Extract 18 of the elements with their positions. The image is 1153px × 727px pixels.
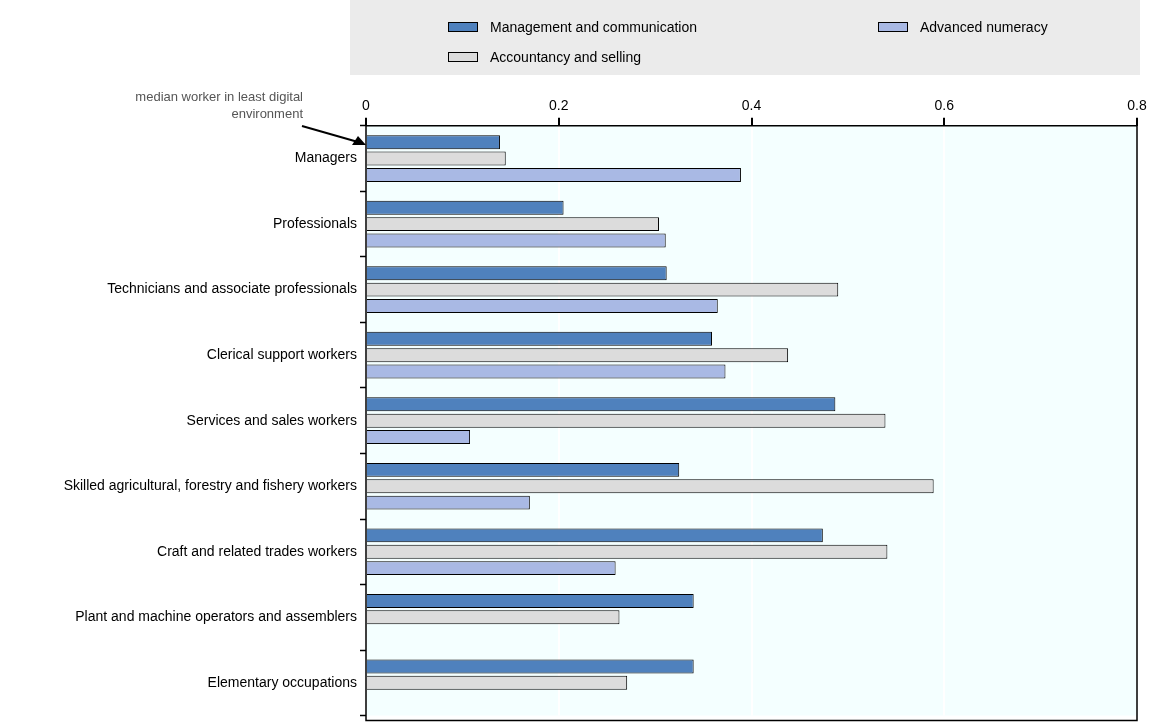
y-tick-label: Managers: [294, 149, 357, 166]
x-tick-label: 0.2: [549, 97, 569, 114]
legend-label: Advanced numeracy: [920, 19, 1048, 35]
legend-label: Management and communication: [490, 19, 698, 35]
x-tick-label: 0: [362, 97, 371, 114]
x-tick-label: 0.8: [1127, 97, 1147, 114]
y-tick-label: Craft and related trades workers: [157, 542, 357, 559]
y-tick-label: Technicians and associate professionals: [107, 280, 357, 297]
y-tick-label: Clerical support workers: [206, 346, 357, 363]
text: median worker in least digital environment: [134, 88, 303, 122]
x-tick-label: 0.6: [934, 97, 955, 114]
y-tick-label: Skilled agricultural, forestry and fishery workers: [63, 477, 357, 494]
y-tick-label: Professionals: [272, 214, 357, 231]
y-tick-label: Plant and machine operators and assemblers: [75, 608, 357, 625]
y-tick-label: Elementary occupations: [207, 673, 357, 690]
x-tick-label: 0.4: [741, 97, 762, 114]
legend-label: Accountancy and selling: [490, 48, 641, 65]
y-tick-label: Services and sales workers: [186, 411, 357, 428]
